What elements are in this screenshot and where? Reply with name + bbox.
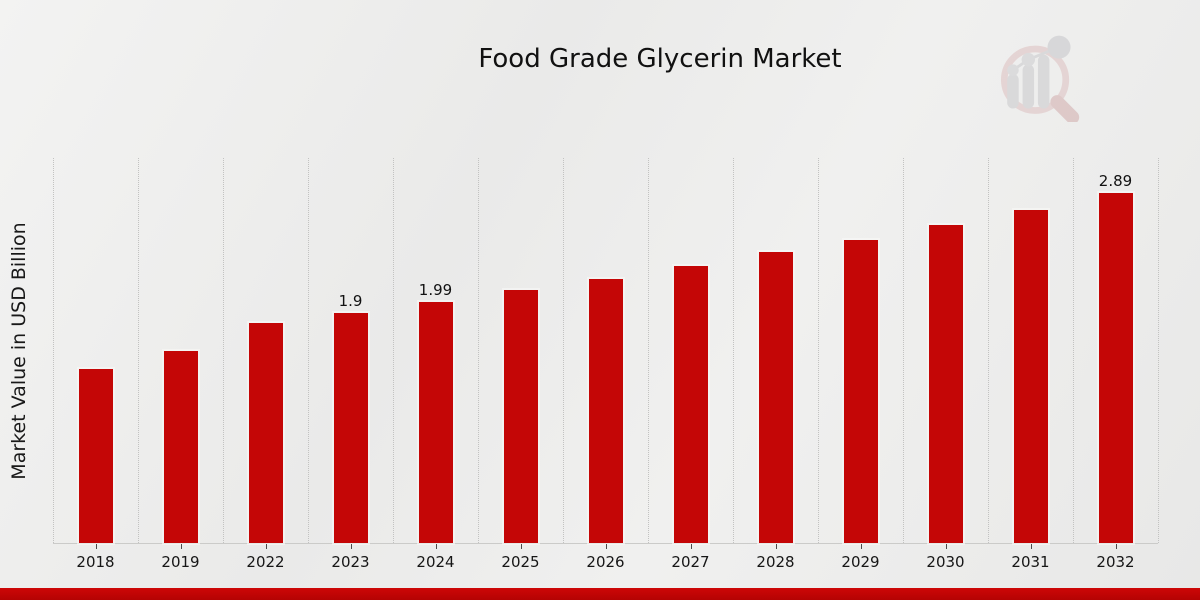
gridline	[903, 158, 904, 543]
bar-2023	[333, 312, 368, 543]
x-tick-label-2026: 2026	[586, 553, 625, 571]
bar-2026	[588, 279, 623, 543]
axis-tick	[520, 544, 522, 549]
gridline	[563, 158, 564, 543]
x-tick-label-2032: 2032	[1096, 553, 1135, 571]
bar-2028	[758, 252, 793, 543]
axis-tick	[435, 544, 437, 549]
axis-tick	[945, 544, 947, 549]
bar-value-label-2032: 2.89	[1098, 172, 1133, 191]
bar-2029	[843, 240, 878, 543]
x-tick-label-2027: 2027	[671, 553, 710, 571]
y-axis-label: Market Value in USD Billion	[8, 222, 30, 480]
gridline	[138, 158, 139, 543]
bar-value-label-2023: 1.9	[338, 291, 363, 310]
gridline	[988, 158, 989, 543]
gridline	[308, 158, 309, 543]
bar-2019	[163, 350, 198, 543]
x-tick-label-2025: 2025	[501, 553, 540, 571]
axis-tick	[95, 544, 97, 549]
gridline	[53, 158, 54, 543]
gridline	[223, 158, 224, 543]
x-tick-label-2024: 2024	[416, 553, 455, 571]
bar-2022	[248, 322, 283, 543]
bar-2025	[503, 289, 538, 543]
axis-tick	[605, 544, 607, 549]
x-tick-label-2030: 2030	[926, 553, 965, 571]
gridline	[1158, 158, 1159, 543]
bar-2027	[673, 265, 708, 543]
bar-2031	[1013, 210, 1048, 543]
axis-tick	[265, 544, 267, 549]
bar-2024	[418, 302, 453, 543]
gridline	[478, 158, 479, 543]
axis-tick	[775, 544, 777, 549]
axis-tick	[1030, 544, 1032, 549]
x-tick-label-2019: 2019	[161, 553, 200, 571]
x-tick-label-2029: 2029	[841, 553, 880, 571]
axis-tick	[180, 544, 182, 549]
bar-2032	[1098, 193, 1133, 543]
x-tick-label-2018: 2018	[76, 553, 115, 571]
x-axis: 2018 2019 2022 2023 2024 2025 2026 2027 2028 2029…	[53, 544, 1158, 584]
bar-2018	[78, 368, 113, 543]
axis-tick	[860, 544, 862, 549]
gridline	[818, 158, 819, 543]
gridline	[648, 158, 649, 543]
axis-tick	[1115, 544, 1117, 549]
x-tick-label-2022: 2022	[246, 553, 285, 571]
x-tick-label-2023: 2023	[331, 553, 370, 571]
x-tick-label-2031: 2031	[1011, 553, 1050, 571]
x-tick-label-2028: 2028	[756, 553, 795, 571]
gridline	[733, 158, 734, 543]
page-title: Food Grade Glycerin Market	[478, 44, 842, 74]
plot-area: 1.9 1.99 2.89	[53, 158, 1159, 544]
axis-tick	[350, 544, 352, 549]
gridline	[1073, 158, 1074, 543]
bar-2030	[928, 224, 963, 543]
gridline	[393, 158, 394, 543]
axis-tick	[690, 544, 692, 549]
bar-value-label-2024: 1.99	[418, 281, 453, 300]
bottom-accent-strip	[0, 588, 1200, 600]
magnifier-bar-chart-logo-icon	[1000, 35, 1080, 122]
